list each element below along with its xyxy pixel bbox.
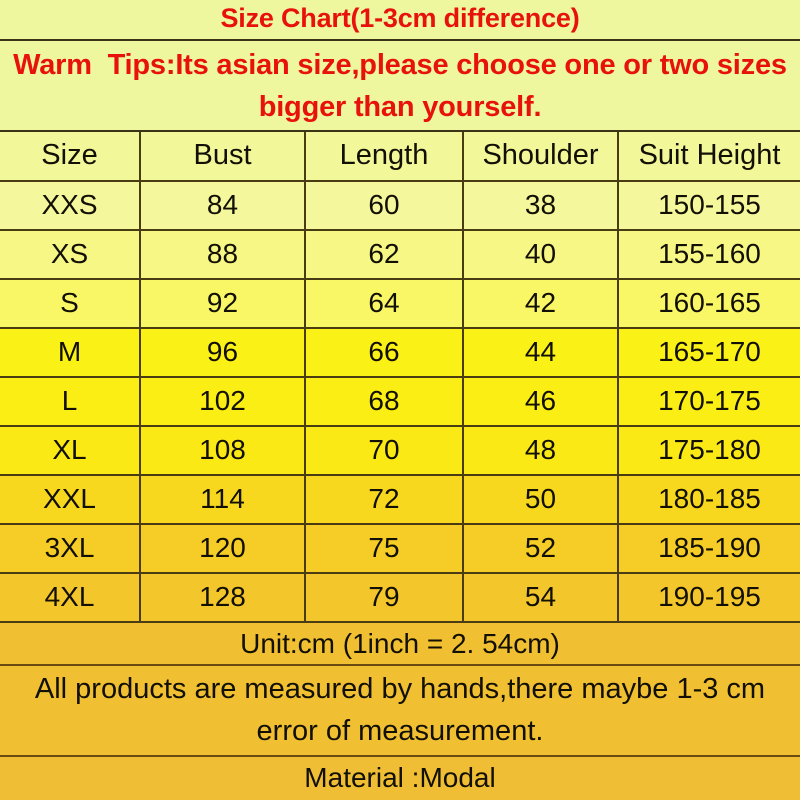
cell-shoulder: 46 xyxy=(463,376,619,427)
warm-tips-note: Warm Tips:Its asian size,please choose o… xyxy=(0,41,800,132)
cell-suit-height: 165-170 xyxy=(618,327,800,378)
cell-size: XL xyxy=(0,425,141,476)
cell-size: M xyxy=(0,327,141,378)
cell-shoulder: 48 xyxy=(463,425,619,476)
cell-shoulder: 38 xyxy=(463,180,619,231)
cell-length: 60 xyxy=(305,180,464,231)
cell-shoulder: 52 xyxy=(463,523,619,574)
cell-size: 4XL xyxy=(0,572,141,623)
cell-length: 75 xyxy=(305,523,464,574)
table-header-row: Size Bust Length Shoulder Suit Height xyxy=(0,131,800,182)
column-header-bust: Bust xyxy=(140,131,306,182)
cell-size: XXS xyxy=(0,180,141,231)
unit-note: Unit:cm (1inch = 2. 54cm) xyxy=(0,622,800,667)
cell-bust: 102 xyxy=(140,376,306,427)
cell-length: 79 xyxy=(305,572,464,623)
cell-bust: 92 xyxy=(140,278,306,329)
table-row: XXL 114 72 50 180-185 xyxy=(0,474,800,525)
table-row: XS 88 62 40 155-160 xyxy=(0,229,800,280)
cell-suit-height: 160-165 xyxy=(618,278,800,329)
table-row: XL 108 70 48 175-180 xyxy=(0,425,800,476)
cell-shoulder: 40 xyxy=(463,229,619,280)
cell-bust: 88 xyxy=(140,229,306,280)
cell-shoulder: 54 xyxy=(463,572,619,623)
cell-suit-height: 170-175 xyxy=(618,376,800,427)
cell-length: 66 xyxy=(305,327,464,378)
cell-bust: 114 xyxy=(140,474,306,525)
column-header-shoulder: Shoulder xyxy=(463,131,619,182)
cell-bust: 96 xyxy=(140,327,306,378)
column-header-length: Length xyxy=(305,131,464,182)
cell-length: 68 xyxy=(305,376,464,427)
measurement-error-note: All products are measured by hands,there… xyxy=(0,666,800,757)
cell-shoulder: 42 xyxy=(463,278,619,329)
table-row: 4XL 128 79 54 190-195 xyxy=(0,572,800,623)
cell-length: 64 xyxy=(305,278,464,329)
cell-length: 62 xyxy=(305,229,464,280)
column-header-suit-height: Suit Height xyxy=(618,131,800,182)
cell-length: 70 xyxy=(305,425,464,476)
size-table: Size Bust Length Shoulder Suit Height XX… xyxy=(0,131,800,623)
table-row: 3XL 120 75 52 185-190 xyxy=(0,523,800,574)
cell-suit-height: 150-155 xyxy=(618,180,800,231)
cell-shoulder: 50 xyxy=(463,474,619,525)
table-row: XXS 84 60 38 150-155 xyxy=(0,180,800,231)
cell-shoulder: 44 xyxy=(463,327,619,378)
material-note: Material :Modal xyxy=(0,756,800,800)
cell-suit-height: 180-185 xyxy=(618,474,800,525)
cell-suit-height: 185-190 xyxy=(618,523,800,574)
chart-title: Size Chart(1-3cm difference) xyxy=(0,0,800,42)
cell-length: 72 xyxy=(305,474,464,525)
cell-size: XS xyxy=(0,229,141,280)
cell-bust: 108 xyxy=(140,425,306,476)
cell-size: L xyxy=(0,376,141,427)
cell-bust: 128 xyxy=(140,572,306,623)
cell-suit-height: 190-195 xyxy=(618,572,800,623)
cell-bust: 120 xyxy=(140,523,306,574)
cell-size: S xyxy=(0,278,141,329)
cell-size: 3XL xyxy=(0,523,141,574)
cell-bust: 84 xyxy=(140,180,306,231)
table-row: M 96 66 44 165-170 xyxy=(0,327,800,378)
cell-size: XXL xyxy=(0,474,141,525)
table-row: L 102 68 46 170-175 xyxy=(0,376,800,427)
column-header-size: Size xyxy=(0,131,141,182)
cell-suit-height: 155-160 xyxy=(618,229,800,280)
table-row: S 92 64 42 160-165 xyxy=(0,278,800,329)
cell-suit-height: 175-180 xyxy=(618,425,800,476)
